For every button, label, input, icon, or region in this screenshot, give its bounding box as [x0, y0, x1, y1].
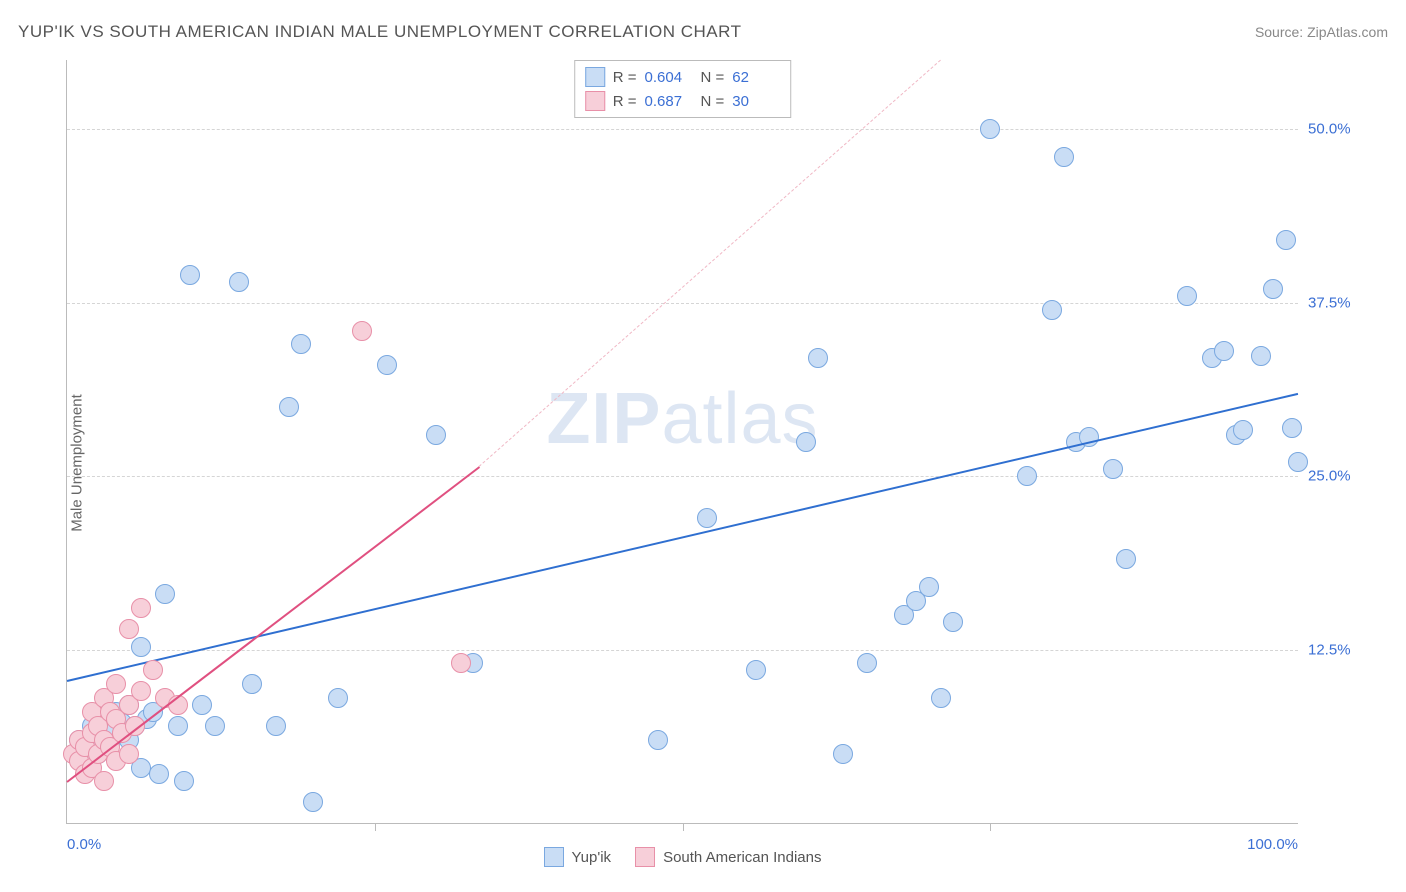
data-point	[857, 653, 877, 673]
data-point	[1288, 452, 1308, 472]
y-tick-label: 37.5%	[1308, 294, 1378, 311]
data-point	[426, 425, 446, 445]
data-point	[149, 764, 169, 784]
legend-swatch	[585, 67, 605, 87]
data-point	[833, 744, 853, 764]
data-point	[94, 771, 114, 791]
x-tick	[375, 823, 376, 831]
watermark-atlas: atlas	[661, 379, 818, 459]
data-point	[931, 688, 951, 708]
data-point	[1017, 466, 1037, 486]
y-tick-label: 50.0%	[1308, 121, 1378, 138]
legend-swatch	[635, 847, 655, 867]
data-point	[131, 637, 151, 657]
data-point	[192, 695, 212, 715]
data-point	[119, 619, 139, 639]
series-legend: Yup'ik South American Indians	[544, 847, 822, 867]
data-point	[352, 321, 372, 341]
data-point	[808, 348, 828, 368]
data-point	[229, 272, 249, 292]
data-point	[131, 598, 151, 618]
data-point	[1042, 300, 1062, 320]
data-point	[180, 265, 200, 285]
legend-row: R = 0.604 N = 62	[585, 65, 781, 89]
data-point	[279, 397, 299, 417]
data-point	[451, 653, 471, 673]
data-point	[1282, 418, 1302, 438]
data-point	[1233, 420, 1253, 440]
data-point	[303, 792, 323, 812]
legend-label: Yup'ik	[572, 849, 612, 866]
legend-r-label: R =	[613, 93, 637, 110]
data-point	[796, 432, 816, 452]
legend-r-value: 0.604	[645, 69, 693, 86]
data-point	[1276, 230, 1296, 250]
x-tick	[990, 823, 991, 831]
legend-item: South American Indians	[635, 847, 821, 867]
watermark: ZIPatlas	[546, 378, 818, 460]
legend-n-value: 30	[732, 93, 780, 110]
gridline	[67, 650, 1298, 651]
data-point	[980, 119, 1000, 139]
x-tick-label: 0.0%	[67, 836, 101, 853]
source-prefix: Source:	[1255, 24, 1307, 40]
x-tick-label: 100.0%	[1247, 836, 1298, 853]
data-point	[106, 674, 126, 694]
legend-r-value: 0.687	[645, 93, 693, 110]
data-point	[377, 355, 397, 375]
data-point	[1177, 286, 1197, 306]
gridline	[67, 129, 1298, 130]
legend-row: R = 0.687 N = 30	[585, 89, 781, 113]
legend-swatch	[585, 91, 605, 111]
data-point	[919, 577, 939, 597]
data-point	[697, 508, 717, 528]
data-point	[943, 612, 963, 632]
chart-title: YUP'IK VS SOUTH AMERICAN INDIAN MALE UNE…	[18, 22, 741, 42]
data-point	[242, 674, 262, 694]
data-point	[746, 660, 766, 680]
data-point	[1054, 147, 1074, 167]
source-attribution: Source: ZipAtlas.com	[1255, 24, 1388, 40]
trend-line	[479, 60, 941, 467]
legend-item: Yup'ik	[544, 847, 612, 867]
legend-n-label: N =	[701, 69, 725, 86]
legend-r-label: R =	[613, 69, 637, 86]
legend-n-value: 62	[732, 69, 780, 86]
x-tick	[683, 823, 684, 831]
data-point	[155, 584, 175, 604]
legend-n-label: N =	[701, 93, 725, 110]
plot-area: ZIPatlas R =0.604N =62R =0.687N =30 Yup'…	[66, 60, 1298, 824]
chart-container: Male Unemployment ZIPatlas R =0.604N =62…	[18, 52, 1388, 874]
data-point	[1251, 346, 1271, 366]
data-point	[131, 681, 151, 701]
data-point	[266, 716, 286, 736]
legend-label: South American Indians	[663, 849, 821, 866]
data-point	[1116, 549, 1136, 569]
correlation-legend: R = 0.604 N = 62 R = 0.687 N = 30	[574, 60, 792, 118]
data-point	[328, 688, 348, 708]
y-tick-label: 12.5%	[1308, 641, 1378, 658]
y-tick-label: 25.0%	[1308, 468, 1378, 485]
gridline	[67, 303, 1298, 304]
data-point	[143, 660, 163, 680]
data-point	[174, 771, 194, 791]
data-point	[119, 744, 139, 764]
legend-swatch	[544, 847, 564, 867]
data-point	[1214, 341, 1234, 361]
data-point	[1103, 459, 1123, 479]
data-point	[168, 716, 188, 736]
data-point	[648, 730, 668, 750]
data-point	[205, 716, 225, 736]
data-point	[291, 334, 311, 354]
data-point	[1263, 279, 1283, 299]
source-link[interactable]: ZipAtlas.com	[1307, 24, 1388, 40]
